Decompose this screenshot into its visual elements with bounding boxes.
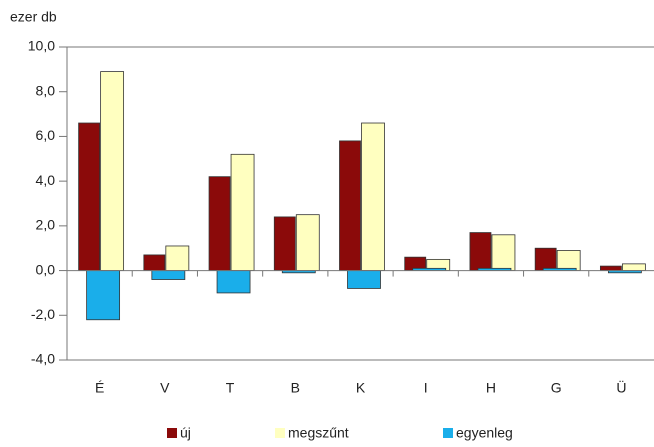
y-tick-label: 6,0 [36, 127, 56, 143]
bar [339, 140, 361, 271]
legend-label: megszűnt [288, 425, 349, 441]
x-tick-label: B [291, 380, 300, 396]
bar [491, 234, 516, 271]
bar [361, 122, 385, 271]
x-tick-label: Ü [616, 379, 626, 396]
bar [599, 265, 622, 271]
bar [556, 250, 581, 271]
y-tick-label: 4,0 [36, 172, 56, 188]
bar [295, 214, 320, 271]
legend-swatch [275, 428, 285, 438]
y-tick-label: -2,0 [31, 306, 55, 322]
bar [347, 270, 381, 289]
x-tick-label: T [226, 380, 235, 396]
x-tick-label: É [95, 380, 104, 396]
bar [165, 245, 190, 271]
bar [78, 122, 101, 271]
legend-swatch [167, 428, 177, 438]
bar [143, 254, 166, 271]
bar [100, 71, 125, 271]
bar [86, 270, 121, 321]
y-tick-label: -4,0 [31, 351, 55, 367]
legend-swatch [443, 428, 453, 438]
bar [273, 216, 296, 271]
x-tick-label: K [356, 380, 366, 396]
y-tick-label: 10,0 [28, 38, 55, 54]
bar [230, 153, 255, 271]
x-tick-label: G [551, 380, 562, 396]
plot-frame [66, 46, 654, 361]
x-tick-label: I [424, 380, 428, 396]
bar [469, 232, 492, 271]
bar [534, 247, 557, 271]
legend-label: új [180, 425, 191, 441]
legend-label: egyenleg [456, 425, 513, 441]
x-tick-label: H [486, 380, 496, 396]
bar [151, 270, 186, 280]
bar [208, 176, 231, 271]
y-tick-label: 8,0 [36, 82, 56, 98]
bar [621, 263, 646, 271]
y-unit: ezer db [10, 9, 57, 25]
x-tick-label: V [160, 380, 170, 396]
y-tick-label: 2,0 [36, 217, 56, 233]
y-tick-label: 0,0 [36, 261, 56, 277]
bar [216, 270, 251, 294]
